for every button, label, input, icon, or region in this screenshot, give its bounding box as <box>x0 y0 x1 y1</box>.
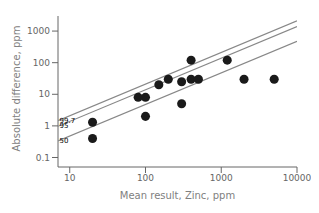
svg-text:100: 100 <box>33 58 50 68</box>
svg-text:1000: 1000 <box>210 173 233 183</box>
svg-text:95: 95 <box>60 122 69 130</box>
svg-text:Absolute difference, ppm: Absolute difference, ppm <box>11 26 22 152</box>
svg-text:10000: 10000 <box>283 173 311 183</box>
svg-text:1: 1 <box>44 121 50 131</box>
svg-text:50: 50 <box>60 137 69 145</box>
svg-text:Mean result, Zinc, ppm: Mean result, Zinc, ppm <box>120 190 235 201</box>
svg-text:10: 10 <box>39 89 51 99</box>
svg-text:10: 10 <box>64 173 76 183</box>
svg-text:0.1: 0.1 <box>36 153 50 163</box>
svg-text:99.7: 99.7 <box>59 116 76 125</box>
svg-text:100: 100 <box>137 173 154 183</box>
svg-text:1000: 1000 <box>27 26 50 36</box>
